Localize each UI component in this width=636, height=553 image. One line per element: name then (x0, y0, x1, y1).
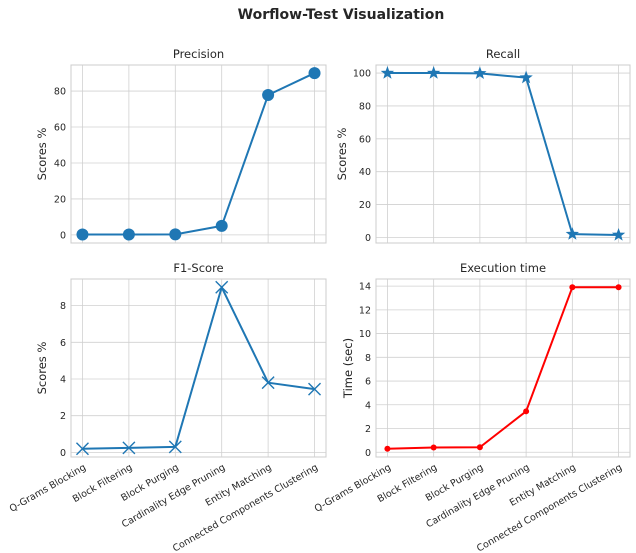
precision-data-point (262, 89, 275, 102)
execution-time-y-tick-label: 14 (359, 282, 371, 293)
recall-y-tick-label: 80 (359, 101, 371, 112)
f1-score-data-point (168, 440, 182, 454)
f1-score-y-tick-label: 6 (60, 338, 66, 349)
recall-data-point (427, 66, 441, 79)
recall-y-tick-label: 40 (359, 167, 371, 178)
f1-score-y-axis-label: Scores % (35, 342, 49, 395)
f1-score-y-tick-label: 4 (60, 375, 66, 386)
recall-title: Recall (486, 47, 520, 61)
execution-time-x-tick-label: Q-Grams Blocking (313, 462, 393, 515)
recall-panel: 0 20 40 60 80 100 Recall Scores % (335, 47, 631, 244)
execution-time-y-tick-label: 10 (359, 329, 371, 340)
f1-score-data-point (75, 442, 89, 456)
recall-y-tick-label: 100 (353, 69, 371, 80)
precision-y-tick-label: 60 (54, 123, 66, 134)
recall-data-point (519, 70, 533, 84)
execution-time-data-point (615, 284, 622, 291)
precision-plot-area (70, 64, 327, 244)
execution-time-title: Execution time (460, 261, 546, 275)
f1-score-data-point (215, 280, 229, 294)
recall-data-point (473, 66, 487, 80)
recall-y-tick-label: 60 (359, 134, 371, 145)
f1-score-x-tick-label: Q-Grams Blocking (8, 462, 88, 515)
f1-score-data-point (122, 441, 136, 455)
recall-y-axis-label: Scores % (335, 128, 349, 181)
precision-y-tick-label: 0 (60, 230, 66, 241)
execution-time-data-point (569, 284, 576, 291)
execution-time-data-point (384, 445, 391, 452)
execution-time-y-tick-label: 0 (365, 448, 371, 459)
recall-plot-area (375, 64, 631, 244)
figure-title: Worflow-Test Visualization (238, 7, 445, 23)
recall-data-point (565, 227, 579, 240)
precision-y-axis-label: Scores % (35, 128, 49, 181)
f1-score-y-tick-label: 0 (60, 448, 66, 459)
precision-data-point (215, 219, 228, 232)
f1-score-y-tick-label: 2 (60, 411, 66, 422)
f1-score-title: F1-Score (173, 261, 223, 275)
f1-score-y-tick-label: 8 (60, 301, 66, 312)
recall-y-tick-label: 20 (359, 200, 371, 211)
execution-time-y-tick-label: 4 (365, 400, 371, 411)
execution-time-y-axis-label: Time (sec) (341, 338, 355, 399)
precision-series-line (82, 72, 315, 236)
recall-data-point (611, 227, 626, 241)
recall-series-line (387, 72, 619, 236)
precision-data-point (169, 228, 182, 241)
recall-y-tick-label: 0 (365, 233, 371, 244)
f1-score-data-point (308, 382, 322, 396)
precision-y-tick-label: 80 (54, 87, 66, 98)
recall-data-point (380, 66, 395, 79)
execution-time-data-point (430, 444, 437, 451)
execution-time-data-point (476, 444, 483, 451)
execution-time-plot-area (375, 278, 631, 458)
precision-panel: 0 20 40 60 80 Precision Scores % (35, 47, 327, 244)
precision-data-point (76, 228, 89, 241)
f1-score-data-point (261, 376, 275, 390)
precision-data-point (308, 67, 321, 80)
precision-title: Precision (173, 47, 224, 61)
precision-data-point (122, 228, 135, 241)
execution-time-data-point (523, 408, 530, 415)
execution-time-y-tick-label: 8 (365, 353, 371, 364)
precision-y-tick-label: 20 (54, 194, 66, 205)
precision-y-tick-label: 40 (54, 158, 66, 169)
execution-time-y-tick-label: 6 (365, 377, 371, 388)
f1-score-series-line (82, 286, 315, 450)
execution-time-y-tick-label: 12 (359, 305, 371, 316)
execution-time-y-tick-label: 2 (365, 424, 371, 435)
execution-time-series-line (387, 286, 619, 450)
